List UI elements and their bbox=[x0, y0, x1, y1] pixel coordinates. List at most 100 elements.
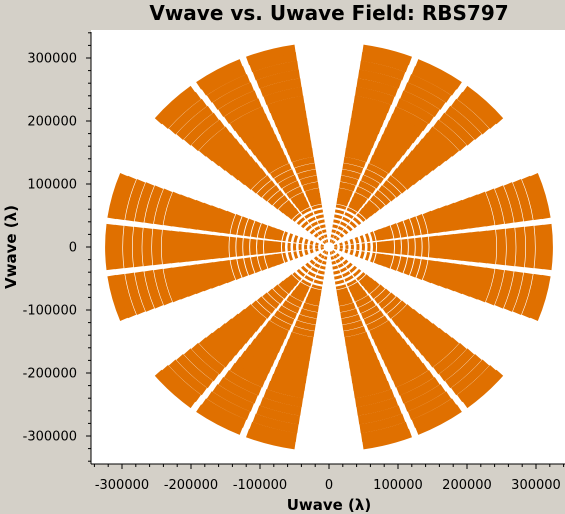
uv-arc-arm4-r28-s2 bbox=[249, 421, 298, 442]
uv-arc-arm1-r9-s1 bbox=[350, 196, 365, 208]
uv-arc-arm4-r18-s2 bbox=[282, 345, 311, 362]
uv-arc-arm2-r0-s2 bbox=[322, 240, 326, 245]
uv-arc-arm3-r11-s2 bbox=[257, 255, 268, 271]
uv-arc-arm1-r7-s0 bbox=[356, 213, 366, 222]
uv-arc-arm2-r16-s0 bbox=[288, 147, 314, 163]
uv-arc-arm0-r26-s0 bbox=[503, 271, 524, 312]
uv-arc-arm2-r25-s1 bbox=[218, 90, 258, 117]
uv-arc-arm3-r10-s0 bbox=[264, 225, 274, 240]
uv-arc-arm4-r1-s0 bbox=[318, 253, 323, 258]
uv-arc-arm5-r1-s2 bbox=[335, 253, 340, 258]
uv-arc-arm5-r25-s0 bbox=[356, 397, 399, 416]
uv-arc-arm5-r17-s0 bbox=[345, 338, 373, 354]
uv-arc-arm5-r5-s1 bbox=[342, 271, 351, 278]
uv-arc-arm2-r10-s1 bbox=[290, 192, 306, 204]
uv-arc-arm3-r14-s2 bbox=[237, 258, 249, 278]
uv-arc-arm4-r5-s2 bbox=[315, 274, 324, 280]
uv-arc-arm1-r25-s1 bbox=[400, 90, 440, 117]
uv-arc-arm0-r11-s2 bbox=[390, 223, 401, 239]
uv-arc-arm1-r24-s0 bbox=[433, 119, 467, 152]
uv-arc-arm2-r2-s0 bbox=[321, 229, 327, 234]
uv-arc-arm0-r5-s0 bbox=[359, 251, 365, 259]
uv-arc-arm1-r8-s2 bbox=[336, 197, 349, 207]
uv-arc-arm3-r5-s0 bbox=[293, 235, 299, 243]
uv-arc-arm3-r27-s1 bbox=[123, 225, 134, 269]
uv-arc-arm2-r27-s0 bbox=[252, 60, 299, 81]
uv-arc-arm1-r16-s2 bbox=[344, 147, 370, 163]
uv-arc-arm2-r8-s2 bbox=[287, 207, 300, 220]
uv-arc-arm0-r4-s0 bbox=[354, 250, 360, 258]
uv-arc-arm4-r15-s2 bbox=[292, 326, 315, 338]
uv-arc-arm2-r20-s0 bbox=[276, 118, 309, 135]
uv-arc-arm0-r28-s0 bbox=[521, 273, 543, 319]
uv-arc-arm1-r12-s2 bbox=[340, 175, 359, 186]
uv-arc-arm4-r9-s2 bbox=[306, 292, 321, 302]
uv-arc-arm4-r27-s2 bbox=[252, 413, 299, 434]
uv-arc-arm0-r22-s0 bbox=[468, 266, 487, 300]
uv-arc-arm3-r5-s2 bbox=[293, 251, 299, 259]
uv-arc-arm1-r5-s1 bbox=[342, 216, 351, 223]
uv-arc-arm1-r2-s1 bbox=[335, 230, 341, 236]
uv-arc-arm2-r20-s1 bbox=[244, 127, 276, 150]
uv-arc-arm4-r24-s1 bbox=[223, 369, 262, 396]
uv-arc-arm3-r4-s0 bbox=[298, 236, 304, 244]
uv-arc-arm4-r13-s2 bbox=[297, 314, 317, 325]
uv-arc-arm3-r18-s1 bbox=[203, 233, 213, 261]
uv-arc-arm3-r16-s1 bbox=[219, 235, 230, 259]
uv-arc-arm5-r6-s1 bbox=[344, 275, 354, 282]
uv-arc-arm1-r17-s2 bbox=[345, 140, 373, 156]
uv-arc-arm3-r3-s0 bbox=[304, 238, 309, 245]
uv-arc-arm0-r15-s1 bbox=[422, 236, 429, 258]
uv-arc-arm3-r24-s0 bbox=[153, 188, 173, 226]
uv-arc-arm5-r15-s2 bbox=[386, 300, 407, 319]
uv-arc-arm5-r25-s2 bbox=[438, 348, 475, 382]
uv-arc-arm5-r14-s2 bbox=[382, 296, 402, 314]
uv-arc-arm1-r14-s0 bbox=[382, 180, 402, 198]
uv-arc-arm2-r11-s2 bbox=[273, 195, 289, 210]
uv-arc-arm4-r5-s0 bbox=[301, 265, 309, 273]
uv-arc-arm3-r26-s0 bbox=[134, 182, 155, 223]
uv-arc-arm5-r16-s1 bbox=[369, 320, 394, 339]
uv-arc-arm5-r10-s2 bbox=[365, 280, 380, 294]
uv-arc-arm4-r12-s1 bbox=[282, 300, 300, 314]
uv-arc-arm3-r13-s0 bbox=[244, 218, 255, 237]
uv-arc-arm5-r20-s1 bbox=[382, 344, 414, 367]
uv-arc-arm2-r24-s1 bbox=[223, 98, 262, 125]
uv-arc-arm2-r15-s1 bbox=[269, 163, 292, 179]
uv-arc-arm1-r17-s0 bbox=[396, 162, 421, 186]
uv-arc-arm0-r20-s0 bbox=[453, 264, 471, 295]
uv-arc-arm2-r12-s2 bbox=[267, 190, 284, 206]
uv-arc-arm0-r14-s1 bbox=[415, 237, 422, 257]
data-layer bbox=[105, 44, 553, 450]
uv-arc-arm4-r4-s0 bbox=[305, 262, 312, 270]
uv-arc-arm0-r27-s1 bbox=[524, 225, 535, 269]
uv-arc-arm1-r21-s0 bbox=[416, 138, 447, 167]
uv-arc-arm5-r12-s0 bbox=[340, 308, 359, 319]
uv-arc-arm1-r29-s1 bbox=[414, 59, 462, 90]
uv-arc-arm1-r4-s2 bbox=[333, 219, 341, 224]
uv-arc-arm0-r27-s2 bbox=[512, 178, 533, 222]
uv-arc-arm3-r29-s2 bbox=[107, 274, 129, 321]
uv-arc-arm1-r6-s0 bbox=[352, 217, 362, 226]
uv-arc-arm5-r3-s2 bbox=[342, 259, 349, 266]
uv-arc-arm2-r22-s1 bbox=[234, 113, 269, 138]
uv-arc-arm5-r4-s0 bbox=[333, 270, 341, 275]
uv-arc-arm1-r5-s0 bbox=[349, 221, 357, 229]
uv-arc-arm3-r17-s2 bbox=[212, 260, 228, 286]
uv-arc-arm4-r22-s2 bbox=[270, 373, 306, 391]
uv-arc-arm5-r18-s1 bbox=[375, 332, 404, 353]
uv-arc-arm1-r28-s0 bbox=[456, 91, 497, 130]
uv-arc-arm4-r25-s2 bbox=[259, 397, 302, 416]
uv-arc-arm5-r3-s1 bbox=[337, 262, 344, 269]
uv-arc-arm5-r23-s1 bbox=[392, 362, 429, 388]
uv-arc-arm1-r7-s2 bbox=[335, 204, 347, 210]
uv-arc-arm1-r19-s1 bbox=[379, 134, 409, 156]
uv-arc-arm3-r12-s0 bbox=[250, 220, 261, 238]
uv-arc-arm1-r13-s2 bbox=[341, 169, 361, 180]
uv-arc-arm4-r26-s0 bbox=[176, 353, 214, 389]
uv-arc-arm4-r20-s2 bbox=[276, 359, 309, 376]
uv-arc-arm0-r18-s2 bbox=[438, 205, 454, 232]
uv-arc-arm2-r0-s1 bbox=[324, 239, 327, 244]
uv-arc-arm0-r23-s2 bbox=[476, 191, 495, 227]
uv-arc-arm2-r3-s1 bbox=[314, 225, 321, 232]
